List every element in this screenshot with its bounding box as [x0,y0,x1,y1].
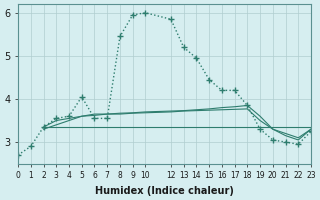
X-axis label: Humidex (Indice chaleur): Humidex (Indice chaleur) [95,186,234,196]
